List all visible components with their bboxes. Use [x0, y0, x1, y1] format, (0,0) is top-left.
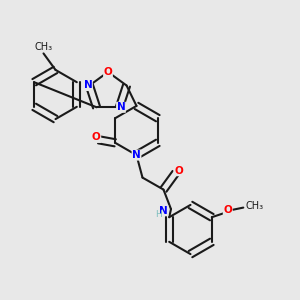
Text: O: O	[103, 67, 112, 77]
Text: N: N	[132, 150, 141, 160]
Text: O: O	[223, 205, 232, 215]
Text: CH₃: CH₃	[246, 201, 264, 211]
Text: O: O	[92, 132, 101, 142]
Text: N: N	[159, 206, 168, 216]
Text: CH₃: CH₃	[34, 42, 52, 52]
Text: H: H	[155, 210, 162, 219]
Text: N: N	[117, 102, 125, 112]
Text: O: O	[174, 166, 183, 176]
Text: N: N	[84, 80, 92, 91]
